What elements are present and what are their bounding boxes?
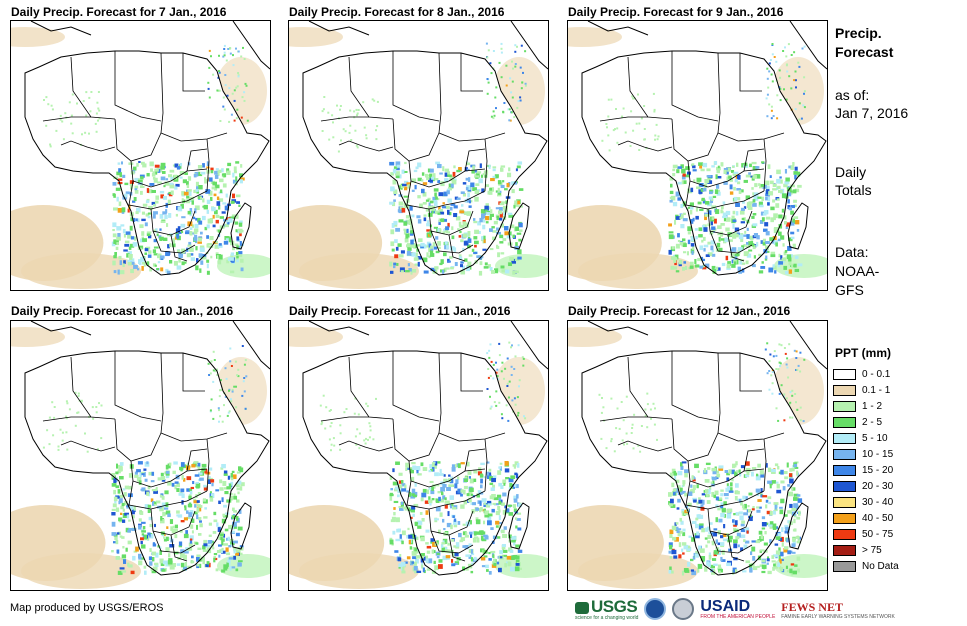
legend-swatch (833, 416, 856, 428)
legend-item: 0.1 - 1 (833, 382, 890, 398)
legend-label: No Data (862, 560, 899, 572)
legend-item: 1 - 2 (833, 398, 882, 414)
legend-label: 5 - 10 (862, 432, 888, 444)
fews-net-logo: FEWS NET FAMINE EARLY WARNING SYSTEMS NE… (781, 600, 895, 620)
asof-label: as of: (835, 87, 870, 103)
legend-swatch (833, 384, 856, 396)
legend-item: 15 - 20 (833, 462, 893, 478)
legend-label: 1 - 2 (862, 400, 883, 412)
data-source-line1: Data: (835, 244, 869, 260)
legend-swatch (833, 432, 856, 444)
legend-swatch (833, 448, 856, 460)
panel-title-3: Daily Precip. Forecast for 9 Jan., 2016 (568, 5, 784, 19)
noaa-seal-icon (644, 598, 667, 620)
legend-label: 50 - 75 (862, 528, 894, 540)
usgs-logo: USGS science for a changing world (575, 597, 639, 621)
legend-title: PPT (mm) (835, 346, 892, 360)
sidebar-title-line2: Forecast (835, 44, 894, 60)
map-credit: Map produced by USGS/EROS (10, 602, 164, 614)
forecast-map-6 (567, 320, 828, 591)
panel-title-1: Daily Precip. Forecast for 7 Jan., 2016 (11, 5, 227, 19)
legend-item: 10 - 15 (833, 446, 893, 462)
legend-swatch (833, 496, 856, 508)
africa-map (289, 321, 548, 589)
legend-label: 0 - 0.1 (862, 368, 891, 380)
legend-item: 30 - 40 (833, 494, 893, 510)
legend-swatch (833, 464, 856, 476)
legend-label: 30 - 40 (862, 496, 894, 508)
legend-swatch (833, 544, 856, 556)
legend-label: 10 - 15 (862, 448, 894, 460)
forecast-map-4 (10, 320, 271, 591)
legend-item: 0 - 0.1 (833, 366, 890, 382)
legend-item: 20 - 30 (833, 478, 893, 494)
sidebar-title-line1: Precip. (835, 25, 882, 41)
legend-swatch (833, 560, 856, 572)
africa-map (568, 321, 827, 589)
usaid-seal-icon (672, 598, 695, 620)
panel-title-2: Daily Precip. Forecast for 8 Jan., 2016 (289, 5, 505, 19)
legend-item: 40 - 50 (833, 510, 893, 526)
legend-swatch (833, 480, 856, 492)
africa-map (11, 21, 270, 289)
africa-map (11, 321, 270, 589)
legend-label: 0.1 - 1 (862, 384, 891, 396)
daily-totals-line2: Totals (835, 182, 872, 198)
asof-date: Jan 7, 2016 (835, 105, 909, 121)
legend-label: 20 - 30 (862, 480, 894, 492)
legend-swatch (833, 368, 856, 380)
legend-swatch (833, 528, 856, 540)
forecast-map-5 (288, 320, 549, 591)
forecast-map-2 (288, 20, 549, 291)
panel-title-4: Daily Precip. Forecast for 10 Jan., 2016 (11, 304, 234, 318)
legend-item: No Data (833, 558, 899, 574)
legend-swatch (833, 512, 856, 524)
legend-item: 50 - 75 (833, 526, 893, 542)
legend-item: > 75 (833, 542, 882, 558)
legend-swatch (833, 400, 856, 412)
africa-map (568, 21, 827, 289)
legend-label: 15 - 20 (862, 464, 894, 476)
legend-item: 5 - 10 (833, 430, 888, 446)
legend-label: 2 - 5 (862, 416, 883, 428)
legend-label: 40 - 50 (862, 512, 894, 524)
forecast-map-3 (567, 20, 828, 291)
panel-title-5: Daily Precip. Forecast for 11 Jan., 2016 (289, 304, 511, 318)
partner-logos: USGS science for a changing world USAID … (575, 594, 895, 624)
forecast-map-1 (10, 20, 271, 291)
usaid-logo: USAID FROM THE AMERICAN PEOPLE (700, 598, 776, 620)
panel-title-6: Daily Precip. Forecast for 12 Jan., 2016 (568, 304, 791, 318)
daily-totals-line1: Daily (835, 164, 867, 180)
africa-map (289, 21, 548, 289)
usgs-wave-icon (575, 601, 589, 614)
data-source-line2: NOAA- (835, 263, 880, 279)
legend-item: 2 - 5 (833, 414, 882, 430)
data-source-line3: GFS (835, 282, 864, 298)
legend-label: > 75 (862, 544, 882, 556)
